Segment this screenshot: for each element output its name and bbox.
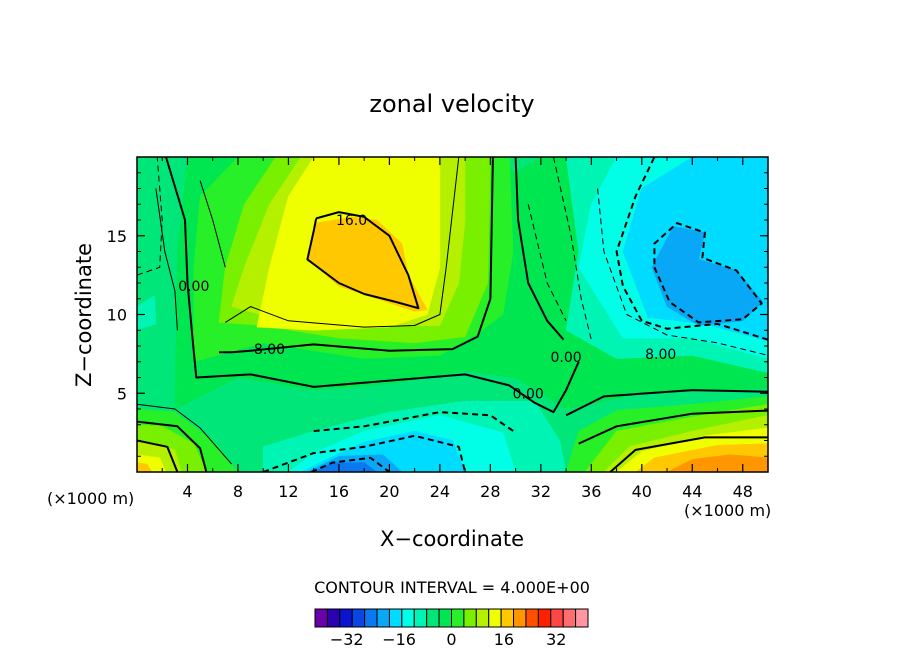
contour-line-9 (615, 157, 768, 341)
colorbar-swatch-19 (550, 608, 564, 628)
x-tick-label-8: 8 (233, 482, 243, 501)
contour-line-0 (165, 157, 580, 414)
contour-line-21 (137, 403, 232, 465)
x-tick-label-36: 36 (581, 482, 601, 501)
contour-labels-layer: 16.0 0.00 8.00 8.00 0.00 0.00 (178, 213, 676, 402)
contour-line-4 (609, 436, 768, 472)
colorbar: −32 −16 0 16 32 (314, 608, 589, 649)
contour-label-5: 0.00 (513, 386, 544, 402)
contour-label-1: 0.00 (178, 279, 209, 295)
colorbar-tick-label-4: 32 (546, 630, 566, 649)
contour-line-8 (306, 211, 420, 310)
colorbar-swatch-20 (562, 608, 577, 628)
colorbar-swatch-3 (351, 608, 366, 628)
contour-fill-region-15 (313, 462, 378, 472)
x-tick-label-24: 24 (430, 482, 450, 501)
contour-interval-text: CONTOUR INTERVAL = 4.000E+00 (314, 578, 590, 597)
contour-fill-layer (137, 157, 768, 472)
contour-line-18 (225, 157, 460, 328)
y-tick-label-15: 15 (107, 227, 127, 246)
colorbar-swatch-14 (488, 608, 502, 628)
contour-line-19 (199, 180, 226, 268)
x-tick-label-40: 40 (632, 482, 652, 501)
x-tick-label-12: 12 (278, 482, 298, 501)
contour-line-7 (219, 157, 494, 354)
colorbar-swatch-1 (326, 608, 341, 628)
y-tick-label-10: 10 (107, 306, 127, 325)
contour-line-2 (565, 389, 768, 417)
colorbar-tick-label-0: −32 (330, 630, 364, 649)
contour-fill-region-27 (137, 295, 157, 331)
x-axis-label: X−coordinate (380, 527, 524, 551)
colorbar-swatch-11 (451, 608, 465, 628)
colorbar-swatch-9 (426, 608, 440, 628)
colorbar-tick-label-2: 0 (446, 630, 456, 649)
contour-line-12 (262, 434, 467, 472)
contour-line-3 (578, 409, 768, 445)
colorbar-swatch-8 (413, 608, 428, 628)
x-tick-label-48: 48 (733, 482, 753, 501)
colorbar-swatch-0 (314, 608, 328, 628)
x-tick-label-20: 20 (379, 482, 399, 501)
colorbar-tick-label-1: −16 (382, 630, 416, 649)
colorbar-swatch-15 (500, 608, 515, 628)
contour-line-1 (514, 157, 565, 341)
contour-lines-layer (137, 157, 768, 472)
contour-line-5 (137, 420, 208, 472)
contour-line-10 (653, 222, 763, 324)
x-unit-label-right: (×1000 m) (684, 501, 771, 520)
contour-line-14 (137, 157, 163, 276)
x-unit-label-left: (×1000 m) (47, 489, 134, 508)
contour-fill-region-20 (137, 462, 153, 472)
colorbar-swatch-10 (438, 608, 453, 628)
contour-label-4: 0.00 (550, 350, 581, 366)
colorbar-swatch-4 (364, 608, 378, 628)
contour-fill-region-10 (651, 226, 764, 326)
x-tick-label-44: 44 (682, 482, 702, 501)
y-axis-label: Z−coordinate (72, 243, 96, 387)
x-tick-label-32: 32 (531, 482, 551, 501)
contour-label-3: 8.00 (645, 347, 676, 363)
contour-line-11 (313, 411, 517, 434)
colorbar-swatch-17 (525, 608, 539, 628)
colorbar-swatch-7 (401, 608, 415, 628)
contour-line-6 (137, 439, 179, 472)
colorbar-tick-label-3: 16 (494, 630, 514, 649)
contour-label-0: 16.0 (336, 213, 367, 229)
contour-line-20 (597, 188, 768, 356)
colorbar-swatch-2 (339, 608, 353, 628)
colorbar-swatch-18 (537, 608, 552, 628)
colorbar-swatch-13 (475, 608, 490, 628)
chart-title: zonal velocity (369, 90, 534, 118)
x-tick-label-4: 4 (182, 482, 192, 501)
colorbar-swatch-16 (513, 608, 527, 628)
x-tick-label-16: 16 (329, 482, 349, 501)
contour-line-16 (527, 204, 567, 322)
contour-label-2: 8.00 (254, 342, 285, 358)
colorbar-swatch-6 (388, 608, 403, 628)
colorbar-swatch-12 (463, 608, 477, 628)
x-tick-label-28: 28 (480, 482, 500, 501)
colorbar-swatch-5 (376, 608, 390, 628)
y-tick-label-5: 5 (117, 384, 127, 403)
contour-line-15 (553, 157, 592, 340)
contour-line-17 (155, 188, 178, 331)
contour-line-13 (310, 456, 391, 472)
colorbar-swatch-21 (575, 608, 589, 628)
